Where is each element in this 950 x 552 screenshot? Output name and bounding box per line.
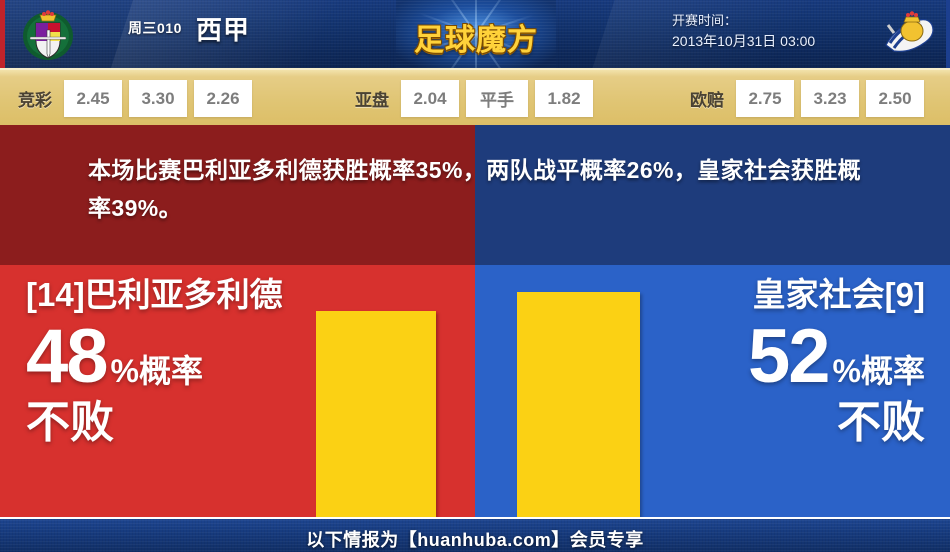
odds-group-oupei: 欧赔 2.75 3.23 2.50 <box>690 70 924 127</box>
probability-chart: [14]巴利亚多利德 48 %概率 不败 皇家社会[9] 52 %概率 不败 <box>0 265 950 517</box>
odds-cell-handicap[interactable]: 平手 <box>466 80 528 117</box>
away-outcome-label: 不败 <box>837 398 925 447</box>
odds-cell-home[interactable]: 2.45 <box>64 80 122 117</box>
kickoff-label: 开赛时间： <box>672 13 738 28</box>
site-logo[interactable]: 足球魔方 <box>396 0 556 68</box>
odds-cell-away[interactable]: 2.50 <box>866 80 924 117</box>
home-percent-suffix: %概率 <box>110 353 204 389</box>
header-right-accent <box>946 0 950 68</box>
league-name: 西甲 <box>196 15 251 45</box>
real-sociedad-crest <box>885 11 934 52</box>
away-probability-bar <box>517 292 640 517</box>
summary-text: 本场比赛巴利亚多利德获胜概率35%，两队战平概率26%，皇家社会获胜概率39%。 <box>88 157 862 221</box>
summary-banner-away-half <box>475 125 950 265</box>
away-percent-value: 52 <box>747 314 831 399</box>
odds-group-yapan: 亚盘 2.04 平手 1.82 <box>355 70 593 127</box>
home-outcome-label: 不败 <box>26 398 114 447</box>
odds-cell-away[interactable]: 1.82 <box>535 80 593 117</box>
summary-banner-home-half <box>0 125 475 265</box>
odds-group-label: 竞彩 <box>18 91 52 110</box>
summary-banner: 本场比赛巴利亚多利德获胜概率35%，两队战平概率26%，皇家社会获胜概率39%。 <box>0 125 950 265</box>
odds-group-label: 亚盘 <box>355 91 389 110</box>
header-bar: 周三010 西甲 足球魔方 开赛时间： 2013年10月31日 03:00 <box>0 0 950 68</box>
kickoff-info: 开赛时间： 2013年10月31日 03:00 <box>672 11 815 51</box>
header-left-accent <box>0 0 5 68</box>
kickoff-time: 2013年10月31日 03:00 <box>672 33 816 49</box>
match-round-label: 周三010 <box>128 20 182 36</box>
home-percent-row: 48 %概率 <box>26 319 356 395</box>
real-valladolid-crest <box>23 10 73 60</box>
site-logo-text: 足球魔方 <box>414 24 538 57</box>
home-probability-bar <box>316 311 436 517</box>
away-team-block: 皇家社会[9] 52 %概率 不败 <box>590 275 925 449</box>
odds-group-jingcai: 竞彩 2.45 3.30 2.26 <box>18 70 252 127</box>
away-percent-suffix: %概率 <box>832 353 925 389</box>
odds-bar: 竞彩 2.45 3.30 2.26 亚盘 2.04 平手 1.82 欧赔 2.7… <box>0 68 950 127</box>
footer-bar: 以下情报为【huanhuba.com】会员专享 <box>0 517 950 552</box>
home-team-name: [14]巴利亚多利德 <box>26 276 283 313</box>
odds-cell-home[interactable]: 2.75 <box>736 80 794 117</box>
home-percent-value: 48 <box>26 314 109 399</box>
footer-notice: 以下情报为【huanhuba.com】会员专享 <box>306 530 644 550</box>
odds-cell-home[interactable]: 2.04 <box>401 80 459 117</box>
odds-cell-away[interactable]: 2.26 <box>194 80 252 117</box>
home-team-block: [14]巴利亚多利德 48 %概率 不败 <box>26 275 356 449</box>
odds-cell-draw[interactable]: 3.23 <box>801 80 859 117</box>
away-percent-row: 52 %概率 <box>590 319 925 395</box>
odds-cell-draw[interactable]: 3.30 <box>129 80 187 117</box>
odds-group-label: 欧赔 <box>690 91 724 110</box>
away-team-name: 皇家社会[9] <box>752 276 925 313</box>
